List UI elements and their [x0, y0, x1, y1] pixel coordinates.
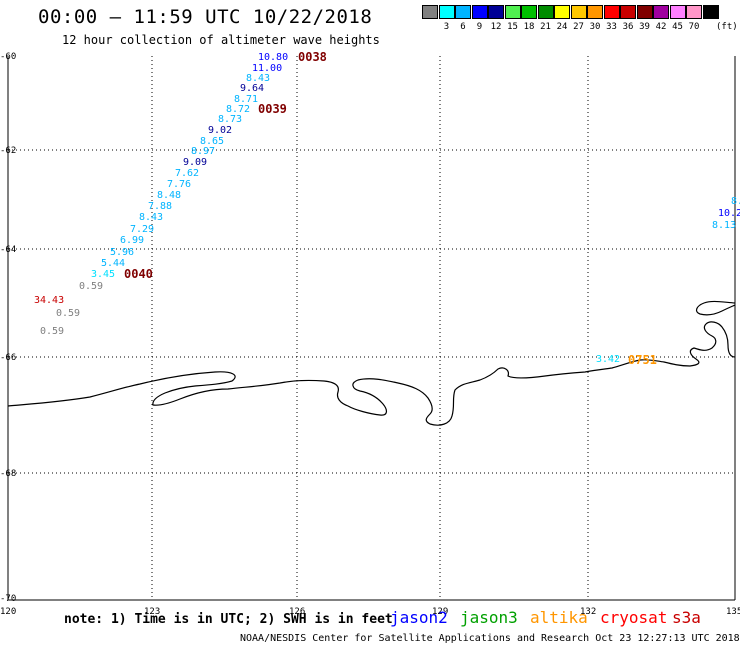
color-scale-label: 15: [507, 22, 518, 32]
wave-height-label: 8.97: [191, 146, 215, 157]
wave-height-label: 8.43: [139, 212, 163, 223]
satellite-legend-item: s3a: [672, 608, 701, 627]
color-scale-label: 6: [460, 22, 466, 32]
wave-height-label: 7.88: [148, 201, 172, 212]
wave-height-label: 3.45: [91, 269, 115, 280]
wave-height-label: 9.64: [240, 83, 264, 94]
color-scale-swatch: [587, 5, 603, 19]
wave-height-label: 8.65: [200, 136, 224, 147]
satellite-track-east: 8.10.28.13: [712, 196, 740, 231]
page-subtitle: 12 hour collection of altimeter wave hei…: [62, 33, 380, 47]
wave-height-label: 3.42: [596, 354, 620, 365]
latitude-label: -70: [0, 594, 16, 604]
color-scale-label: 36: [622, 22, 634, 32]
color-scale-label: 45: [672, 22, 683, 32]
color-scale-label: 12: [490, 22, 502, 32]
satellite-legend-item: altika: [530, 608, 588, 627]
wave-height-label: 5.44: [101, 258, 125, 269]
longitude-label: 129: [432, 607, 448, 617]
color-scale-label: 39: [639, 22, 650, 32]
wave-height-label: 5.96: [110, 247, 134, 258]
color-scale-swatch: [686, 5, 702, 19]
color-scale-swatch: [554, 5, 570, 19]
latitude-label: -68: [0, 469, 16, 479]
color-scale-swatch: [422, 5, 438, 19]
wave-height-label: 7.62: [175, 168, 199, 179]
latitude-label: -62: [0, 146, 16, 156]
latitude-label: -66: [0, 353, 16, 363]
track-time-label: 0039: [258, 102, 287, 116]
wave-height-label: 6.99: [120, 235, 144, 246]
wave-height-label: 0.59: [56, 308, 80, 319]
color-scale-swatch: [603, 5, 620, 19]
color-scale-swatch: [620, 5, 636, 19]
color-scale-label: 24: [556, 22, 568, 32]
satellite-legend-item: cryosat: [600, 608, 668, 627]
track-time-label: 0751: [628, 353, 657, 367]
color-scale-label: 18: [523, 22, 535, 32]
color-scale-swatch: [471, 5, 488, 19]
footer-note: note: 1) Time is in UTC; 2) SWH is in fe…: [64, 612, 393, 627]
satellite-track-coastal: 3.42 0751: [596, 353, 657, 367]
longitude-label: 135: [726, 607, 740, 617]
color-scale-swatch: [570, 5, 587, 19]
wave-height-label: 10.80: [258, 52, 288, 63]
color-scale-label: 3: [443, 22, 450, 32]
coastline: [7, 321, 736, 426]
wave-height-label: 9.02: [208, 125, 232, 136]
wave-height-label: 7.29: [130, 224, 154, 235]
wave-height-label: 8.43: [246, 73, 270, 84]
color-scale-label: 70: [688, 22, 700, 32]
axis-labels: -60 -62 -64 -66 -68 -70 120 123 126 129 132 135: [0, 52, 740, 617]
color-scale-label: 42: [655, 22, 667, 32]
wave-height-label: 11.00: [252, 63, 282, 74]
longitude-label: 120: [0, 607, 16, 617]
wave-height-label: 8.73: [218, 114, 242, 125]
wave-height-label: 8.13: [712, 220, 736, 231]
color-scale-swatch: [521, 5, 537, 19]
color-scale-swatch: [636, 5, 653, 19]
wave-height-label: 10.2: [718, 208, 740, 219]
graticule: [8, 56, 735, 600]
track-time-label: 0038: [298, 50, 327, 64]
longitude-label: 126: [289, 607, 305, 617]
color-scale-swatch: [669, 5, 686, 19]
wave-height-label: 0.59: [79, 281, 103, 292]
color-scale-swatch: [455, 5, 471, 19]
color-scale-label: 33: [606, 22, 617, 32]
color-scale-swatch: [653, 5, 669, 19]
wave-height-label: 34.43: [34, 295, 64, 306]
wave-height-label: 8.48: [157, 190, 181, 201]
color-scale-swatch: [537, 5, 554, 19]
wave-height-label: 8.72: [226, 104, 250, 115]
color-scale-swatch: [488, 5, 504, 19]
color-scale-swatch: [504, 5, 521, 19]
page-title: 00:00 – 11:59 UTC 10/22/2018: [38, 6, 373, 28]
color-scale-label: 9: [476, 22, 483, 32]
color-scale-label: 27: [573, 22, 584, 32]
color-scale-swatch: [702, 5, 719, 19]
credit-line: NOAA/NESDIS Center for Satellite Applica…: [240, 633, 740, 644]
color-scale-unit: (ft): [716, 22, 738, 32]
longitude-label: 132: [580, 607, 596, 617]
track-time-label: 0040: [124, 267, 153, 281]
wave-height-label: 8.71: [234, 94, 258, 105]
satellite-legend-item: jason2: [390, 608, 448, 627]
satellite-legend-item: jason3: [460, 608, 518, 627]
latitude-label: -64: [0, 245, 16, 255]
color-scale-label: 30: [589, 22, 601, 32]
coastline-island: [695, 300, 736, 316]
wave-height-label: 9.09: [183, 157, 207, 168]
latitude-label: -60: [0, 52, 16, 62]
color-scale-swatch: [438, 5, 455, 19]
color-scale-label: 21: [540, 22, 551, 32]
satellite-track-jason3: 10.8011.008.439.648.718.728.739.028.658.…: [34, 50, 327, 337]
wave-height-label: 0.59: [40, 326, 64, 337]
wave-height-label: 8.: [731, 196, 740, 207]
wave-height-label: 7.76: [167, 179, 191, 190]
longitude-label: 123: [144, 607, 160, 617]
